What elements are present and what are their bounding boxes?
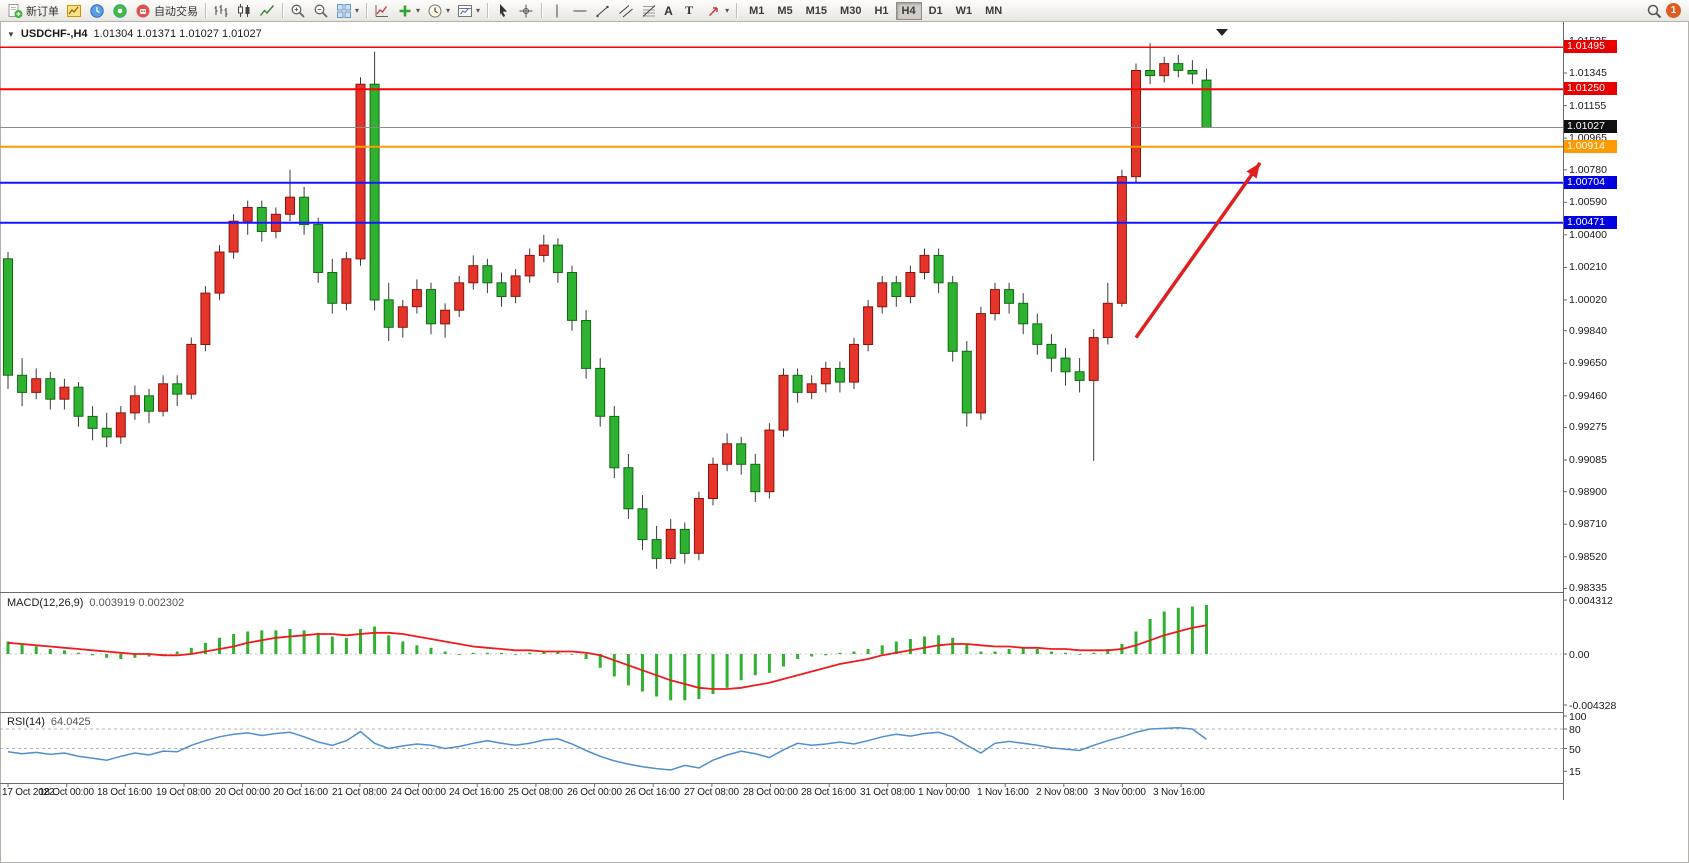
chart-window-icon xyxy=(66,3,82,19)
chart-shift-marker xyxy=(1216,29,1228,36)
autotrading-label: 自动交易 xyxy=(154,5,198,18)
toolbar-separator xyxy=(205,3,206,18)
new-order-button[interactable]: 新订单 xyxy=(4,1,62,21)
toolbar-separator xyxy=(282,3,283,18)
periods-button[interactable]: ▾ xyxy=(424,1,453,21)
add-indicator-button[interactable]: ▾ xyxy=(394,1,423,21)
candlestick-chart-button[interactable] xyxy=(233,1,255,21)
line-chart-icon xyxy=(259,3,275,19)
timeframe-button-m5[interactable]: M5 xyxy=(771,2,798,20)
timeframe-button-w1[interactable]: W1 xyxy=(950,2,979,20)
tile-windows-button[interactable]: ▾ xyxy=(333,1,362,21)
channel-icon xyxy=(618,3,634,19)
indicators-button[interactable] xyxy=(371,1,393,21)
toolbar-separator xyxy=(487,3,489,18)
candlestick-series xyxy=(3,43,1212,569)
fibonacci-tool-button[interactable] xyxy=(638,1,660,21)
search-button[interactable] xyxy=(1643,1,1665,21)
new-order-icon xyxy=(7,3,23,19)
bar-chart-button[interactable] xyxy=(210,1,232,21)
market-watch-icon xyxy=(89,3,105,19)
candlestick-icon xyxy=(236,3,252,19)
crosshair-button[interactable] xyxy=(515,1,537,21)
trendline-tool-button[interactable] xyxy=(592,1,614,21)
label-tool-icon: T xyxy=(685,3,694,17)
tile-windows-icon xyxy=(336,3,352,19)
trend-arrow[interactable] xyxy=(1134,161,1262,339)
label-tool-button[interactable]: T xyxy=(682,1,702,21)
timeframe-button-m1[interactable]: M1 xyxy=(743,2,770,20)
timeframe-group: M1 M5 M15 M30 H1 H4 D1 W1 MN xyxy=(743,1,1008,20)
trend-arrow-head[interactable] xyxy=(1246,162,1261,179)
toolbar-separator xyxy=(541,3,543,18)
vertical-line-icon xyxy=(549,3,565,19)
macd-indicator xyxy=(0,605,1563,701)
data-window-icon xyxy=(112,3,128,19)
templates-button[interactable]: ▾ xyxy=(454,1,483,21)
dropdown-arrow-icon: ▾ xyxy=(446,5,451,15)
zoom-in-button[interactable] xyxy=(287,1,309,21)
autotrading-icon xyxy=(135,3,151,19)
timeframe-button-mn[interactable]: MN xyxy=(979,2,1008,20)
cursor-icon xyxy=(495,3,511,19)
autotrading-button[interactable]: 自动交易 xyxy=(132,1,201,21)
dropdown-arrow-icon: ▾ xyxy=(355,5,360,15)
text-tool-icon: A xyxy=(664,3,673,18)
timeframe-button-m30[interactable]: M30 xyxy=(834,2,867,20)
zoom-out-button[interactable] xyxy=(310,1,332,21)
vertical-line-tool-button[interactable] xyxy=(546,1,568,21)
bar-chart-icon xyxy=(213,3,229,19)
main-toolbar: 新订单 自动交易 ▾ ▾ ▾ ▾ A T ▾ M1 M5 M15 xyxy=(0,0,1689,22)
dropdown-arrow-icon: ▾ xyxy=(725,5,730,15)
fibonacci-icon xyxy=(641,3,657,19)
rsi-indicator xyxy=(0,726,1563,771)
zoom-out-icon xyxy=(313,3,329,19)
horizontal-lines xyxy=(0,46,1563,224)
timeframe-button-d1[interactable]: D1 xyxy=(923,2,949,20)
trendline-icon xyxy=(595,3,611,19)
toolbar-separator xyxy=(366,3,368,18)
toolbar-separator xyxy=(736,3,738,18)
crosshair-icon xyxy=(518,3,534,19)
notification-badge[interactable]: 1 xyxy=(1666,3,1681,18)
dropdown-arrow-icon: ▾ xyxy=(416,5,421,15)
line-chart-button[interactable] xyxy=(256,1,278,21)
clock-icon xyxy=(427,3,443,19)
horizontal-line-tool-button[interactable] xyxy=(569,1,591,21)
search-icon xyxy=(1646,3,1662,19)
timeframe-button-m15[interactable]: M15 xyxy=(800,2,833,20)
horizontal-line-icon xyxy=(572,3,588,19)
add-indicator-icon xyxy=(397,3,413,19)
arrows-tool-button[interactable]: ▾ xyxy=(703,1,732,21)
zoom-in-icon xyxy=(290,3,306,19)
channel-tool-button[interactable] xyxy=(615,1,637,21)
market-watch-button[interactable] xyxy=(86,1,108,21)
charts-button[interactable] xyxy=(63,1,85,21)
new-order-label: 新订单 xyxy=(26,5,59,18)
chart-template-icon xyxy=(457,3,473,19)
timeframe-button-h4[interactable]: H4 xyxy=(895,1,922,20)
arrow-tool-icon xyxy=(706,3,722,19)
data-window-button[interactable] xyxy=(109,1,131,21)
text-tool-button[interactable]: A xyxy=(661,1,681,21)
dropdown-arrow-icon: ▾ xyxy=(476,5,481,15)
indicators-icon xyxy=(374,3,390,19)
timeframe-button-h1[interactable]: H1 xyxy=(868,2,894,20)
cursor-button[interactable] xyxy=(492,1,514,21)
